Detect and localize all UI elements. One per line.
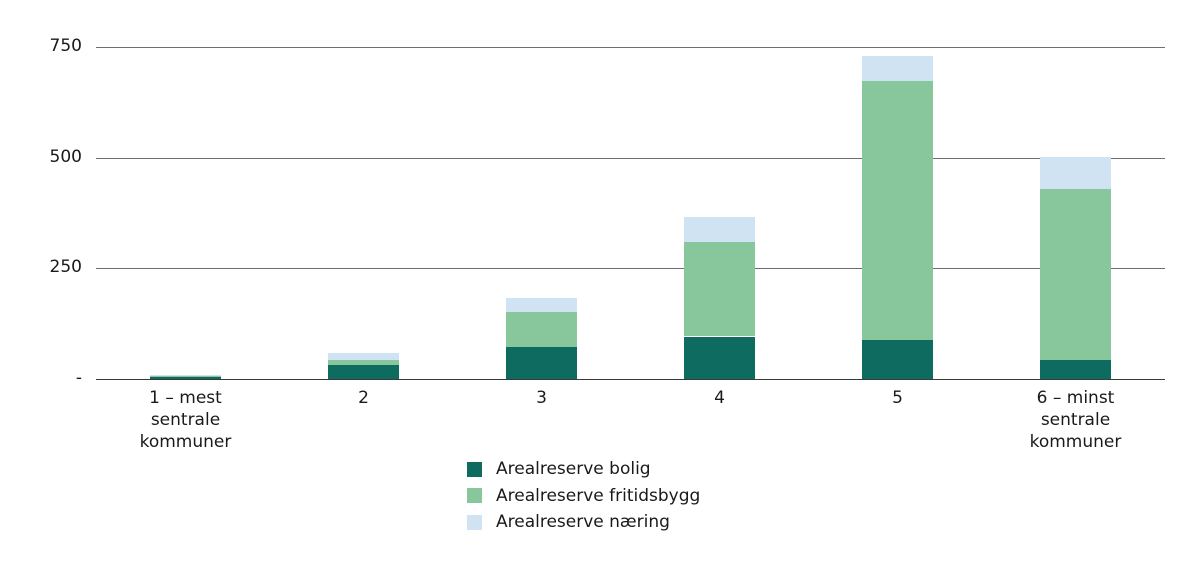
y-tick-label: 500	[49, 146, 82, 167]
legend-swatch-icon	[467, 488, 482, 504]
legend: Arealreserve bolig Arealreserve fritidsby…	[467, 456, 700, 536]
bar-stack	[506, 0, 577, 568]
bar-segment	[506, 297, 577, 313]
x-tick-label-line: 3	[536, 388, 547, 408]
x-tick-label: 1 – mest sentrale kommuner	[111, 387, 261, 453]
bar-segment	[328, 359, 399, 365]
bar-stack	[150, 0, 221, 568]
bar-segment	[328, 364, 399, 379]
bar-segment	[1040, 157, 1111, 190]
gridline	[96, 158, 1165, 159]
x-tick-label: 5	[823, 387, 973, 409]
legend-swatch-icon	[467, 514, 482, 530]
legend-item: Arealreserve bolig	[467, 456, 700, 483]
bar-segment	[684, 241, 755, 337]
legend-item: Arealreserve næring	[467, 509, 700, 536]
bar-segment	[150, 375, 221, 377]
y-tick-label: 750	[49, 36, 82, 56]
y-tick-label: 250	[49, 257, 82, 278]
x-tick-label-line: kommuner	[1029, 432, 1122, 452]
x-tick-label: 6 – minst sentrale kommuner	[1001, 387, 1151, 453]
bar-stack	[328, 0, 399, 568]
bar-segment	[506, 312, 577, 347]
bar-segment	[150, 376, 221, 379]
gridline	[96, 47, 1165, 48]
legend-label: Arealreserve bolig	[496, 459, 651, 480]
bar-segment	[684, 336, 755, 379]
bar-segment	[1040, 359, 1111, 379]
bar-stack	[684, 0, 755, 568]
x-tick-label-line: sentrale	[150, 410, 221, 430]
bar-segment	[1040, 189, 1111, 360]
gridline	[96, 268, 1165, 269]
x-tick-label-line: 4	[714, 388, 725, 408]
bar-segment	[506, 346, 577, 379]
legend-item: Arealreserve fritidsbygg	[467, 483, 700, 510]
x-tick-label: 4	[645, 387, 795, 409]
bar-segment	[328, 352, 399, 360]
x-tick-label: 3	[467, 387, 617, 409]
bar-stack	[1040, 0, 1111, 568]
x-tick-label: 2	[289, 387, 439, 409]
bar-segment	[684, 216, 755, 242]
legend-swatch-icon	[467, 461, 482, 477]
legend-label: Arealreserve næring	[496, 512, 670, 533]
x-tick-label-line: kommuner	[139, 432, 232, 452]
x-tick-label-line: 1 – mest	[149, 388, 222, 408]
x-tick-label-line: 6 – minst	[1036, 388, 1115, 408]
x-tick-label-line: 2	[358, 388, 369, 408]
bar-segment	[862, 55, 933, 81]
bar-segment	[862, 80, 933, 341]
x-tick-label-line: sentrale	[1040, 410, 1111, 430]
bar-stack	[862, 0, 933, 568]
y-tick-label: -	[75, 368, 82, 388]
x-tick-label-line: 5	[892, 388, 903, 408]
legend-label: Arealreserve fritidsbygg	[496, 485, 701, 506]
bar-segment	[862, 340, 933, 379]
x-axis-line	[96, 379, 1165, 380]
